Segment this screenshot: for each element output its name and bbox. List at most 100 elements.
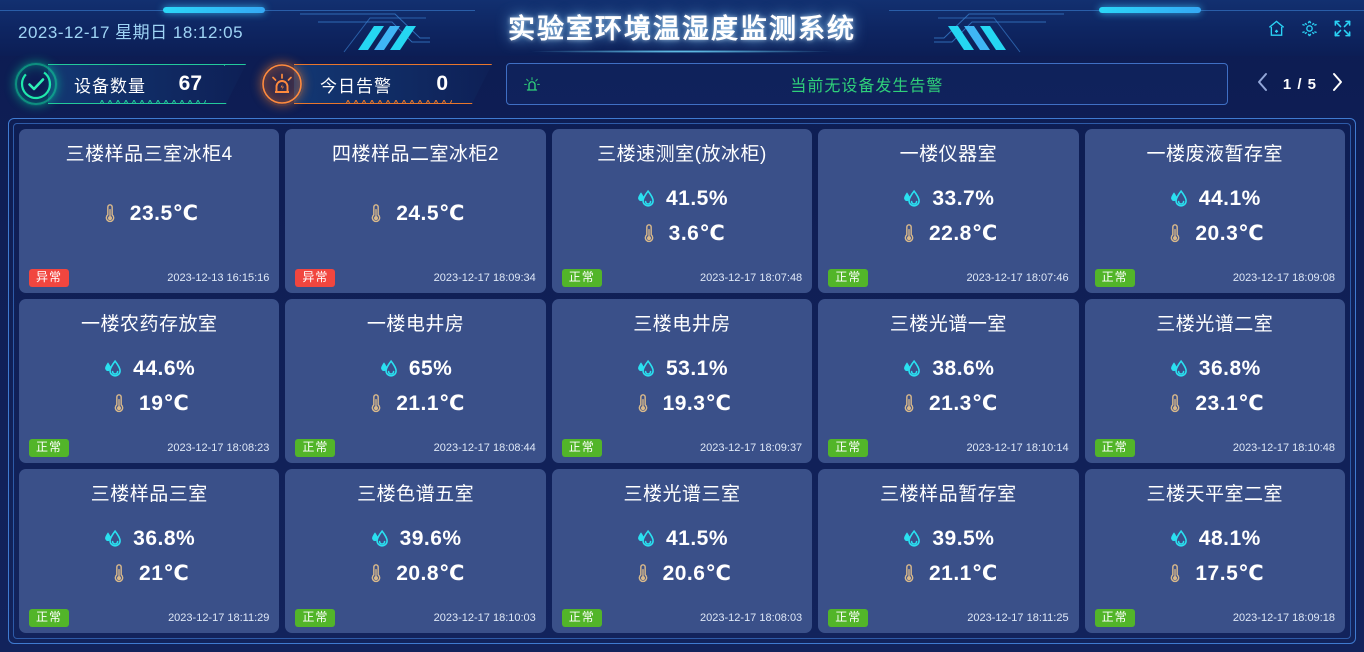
status-badge: 正常 bbox=[828, 608, 869, 627]
home-icon[interactable] bbox=[1267, 19, 1286, 38]
device-timestamp: 2023-12-17 18:09:37 bbox=[700, 441, 803, 454]
water-drop-icon bbox=[904, 359, 921, 377]
device-card[interactable]: 三楼天平室二室 48.1% 17.5℃ 正常 2023-12-17 18:09:18 bbox=[1084, 469, 1345, 633]
device-card[interactable]: 三楼色谱五室 39.6% 20.8℃ 正常 2023-12-17 18:10:03 bbox=[285, 469, 546, 633]
device-timestamp: 2023-12-17 18:11:25 bbox=[967, 611, 1069, 624]
humidity-reading: 44.1% bbox=[1095, 187, 1335, 211]
humidity-value: 36.8% bbox=[133, 526, 196, 550]
device-footer: 正常 2023-12-17 18:10:48 bbox=[1094, 438, 1335, 457]
device-timestamp: 2023-12-17 18:09:34 bbox=[433, 271, 536, 284]
device-footer: 异常 2023-12-13 16:15:16 bbox=[29, 268, 269, 287]
device-timestamp: 2023-12-17 18:10:48 bbox=[1232, 441, 1335, 454]
prev-page-button[interactable] bbox=[1256, 72, 1269, 97]
device-name: 三楼速测室(放冰柜) bbox=[597, 144, 767, 165]
device-name: 三楼样品暂存室 bbox=[880, 484, 1017, 505]
device-timestamp: 2023-12-17 18:08:03 bbox=[700, 611, 803, 624]
temperature-value: 20.3℃ bbox=[1195, 221, 1265, 245]
temperature-reading: 21.1℃ bbox=[295, 391, 535, 416]
device-count-plate: 设备数量 67 bbox=[48, 64, 246, 104]
device-name: 三楼色谱五室 bbox=[357, 484, 475, 505]
device-card[interactable]: 三楼光谱二室 36.8% 23.1℃ 正常 2023-12-17 18:10:48 bbox=[1084, 299, 1345, 463]
today-alarm-plate: 今日告警 0 bbox=[294, 64, 492, 104]
status-badge: 正常 bbox=[1094, 438, 1135, 457]
header-accent-bar-right bbox=[1099, 7, 1201, 13]
humidity-value: 41.5% bbox=[665, 526, 729, 550]
device-readings: 23.5℃ bbox=[29, 166, 269, 267]
temperature-value: 19.3℃ bbox=[662, 391, 732, 415]
device-card[interactable]: 三楼光谱一室 38.6% 21.3℃ 正常 2023-12-17 18:10:14 bbox=[818, 299, 1079, 463]
temperature-value: 23.1℃ bbox=[1195, 391, 1265, 415]
device-readings: 41.5% 3.6℃ bbox=[562, 166, 802, 267]
humidity-reading: 41.5% bbox=[562, 527, 802, 551]
device-card[interactable]: 一楼电井房 65% 21.1℃ 正常 2023-12-17 18:08:44 bbox=[285, 299, 546, 463]
temperature-value: 22.8℃ bbox=[928, 221, 998, 245]
page-title: 实验室环境温湿度监测系统 bbox=[508, 14, 856, 44]
stat-device-count[interactable]: 设备数量 67 bbox=[14, 62, 246, 106]
device-readings: 48.1% 17.5℃ bbox=[1095, 506, 1335, 607]
device-card[interactable]: 三楼样品三室冰柜4 23.5℃ 异常 2023-12-13 16:15:16 bbox=[19, 129, 280, 293]
temperature-reading: 21.3℃ bbox=[828, 391, 1068, 416]
device-card[interactable]: 一楼仪器室 33.7% 22.8℃ 正常 2023-12-17 18:07:46 bbox=[818, 129, 1079, 293]
temperature-reading: 24.5℃ bbox=[295, 201, 535, 226]
device-count-teeth bbox=[98, 100, 206, 108]
thermometer-icon bbox=[644, 224, 654, 243]
status-badge: 正常 bbox=[1094, 608, 1135, 627]
gear-icon[interactable] bbox=[1300, 19, 1319, 38]
humidity-value: 65% bbox=[408, 356, 453, 380]
humidity-value: 44.1% bbox=[1198, 186, 1261, 210]
device-footer: 异常 2023-12-17 18:09:34 bbox=[295, 268, 536, 287]
today-alarm-teeth bbox=[344, 100, 452, 108]
thermometer-icon bbox=[371, 394, 381, 413]
status-badge: 正常 bbox=[561, 608, 602, 627]
device-readings: 39.6% 20.8℃ bbox=[295, 506, 535, 607]
device-footer: 正常 2023-12-17 18:08:23 bbox=[29, 438, 270, 457]
device-name: 三楼光谱三室 bbox=[623, 484, 741, 505]
device-grid-panel: 三楼样品三室冰柜4 23.5℃ 异常 2023-12-13 16:15:16 四楼样品二… bbox=[8, 118, 1356, 644]
device-name: 四楼样品二室冰柜2 bbox=[332, 144, 500, 165]
device-footer: 正常 2023-12-17 18:11:25 bbox=[828, 608, 1069, 627]
thermometer-icon bbox=[638, 564, 647, 583]
temperature-value: 21.3℃ bbox=[928, 391, 998, 415]
device-card[interactable]: 三楼速测室(放冰柜) 41.5% 3.6℃ 正常 2023-12-17 18:07:48 bbox=[551, 129, 813, 293]
humidity-reading: 39.5% bbox=[828, 527, 1068, 551]
humidity-value: 39.6% bbox=[399, 526, 462, 550]
fullscreen-icon[interactable] bbox=[1333, 19, 1352, 38]
device-name: 三楼电井房 bbox=[633, 314, 731, 335]
next-page-button[interactable] bbox=[1331, 72, 1344, 97]
device-count-value: 67 bbox=[178, 72, 202, 95]
device-readings: 44.1% 20.3℃ bbox=[1095, 166, 1335, 267]
water-drop-icon bbox=[904, 529, 921, 547]
alarm-light-icon bbox=[262, 64, 302, 104]
temperature-value: 19℃ bbox=[139, 391, 190, 415]
thermometer-icon bbox=[105, 204, 115, 223]
temperature-value: 21℃ bbox=[139, 561, 190, 585]
header-icon-group bbox=[1267, 19, 1352, 38]
device-card[interactable]: 三楼光谱三室 41.5% 20.6℃ 正常 2023-12-17 18:08:03 bbox=[551, 469, 813, 633]
device-timestamp: 2023-12-17 18:08:23 bbox=[167, 441, 270, 454]
thermometer-icon bbox=[904, 564, 914, 583]
device-footer: 正常 2023-12-17 18:07:46 bbox=[828, 268, 1069, 287]
status-badge: 正常 bbox=[295, 608, 336, 627]
temperature-reading: 23.1℃ bbox=[1095, 391, 1335, 416]
alarm-lamp-icon bbox=[524, 77, 540, 91]
thermometer-icon bbox=[371, 204, 381, 223]
humidity-reading: 53.1% bbox=[562, 357, 802, 381]
temperature-reading: 19.3℃ bbox=[562, 391, 802, 416]
water-drop-icon bbox=[105, 529, 122, 547]
water-drop-icon bbox=[371, 529, 388, 547]
device-card[interactable]: 一楼农药存放室 44.6% 19℃ 正常 2023-12-17 18:08:23 bbox=[19, 299, 280, 463]
device-card[interactable]: 一楼废液暂存室 44.1% 20.3℃ 正常 2023-12-17 18:09:08 bbox=[1084, 129, 1345, 293]
device-card[interactable]: 四楼样品二室冰柜2 24.5℃ 异常 2023-12-17 18:09:34 bbox=[285, 129, 546, 293]
device-footer: 正常 2023-12-17 18:11:29 bbox=[29, 608, 269, 627]
device-card[interactable]: 三楼样品三室 36.8% 21℃ 正常 2023-12-17 18:11:29 bbox=[19, 469, 280, 633]
temperature-reading: 3.6℃ bbox=[562, 221, 802, 246]
device-card[interactable]: 三楼样品暂存室 39.5% 21.1℃ 正常 2023-12-17 18:11:25 bbox=[818, 469, 1079, 633]
device-readings: 36.8% 23.1℃ bbox=[1095, 336, 1335, 437]
device-card[interactable]: 三楼电井房 53.1% 19.3℃ 正常 2023-12-17 18:09:37 bbox=[551, 299, 813, 463]
device-name: 三楼光谱二室 bbox=[1156, 314, 1274, 335]
stat-today-alarm[interactable]: 今日告警 0 bbox=[260, 62, 492, 106]
device-readings: 65% 21.1℃ bbox=[295, 336, 535, 437]
water-drop-icon bbox=[1170, 189, 1187, 207]
check-circle-icon bbox=[15, 63, 57, 105]
device-readings: 41.5% 20.6℃ bbox=[562, 506, 802, 607]
